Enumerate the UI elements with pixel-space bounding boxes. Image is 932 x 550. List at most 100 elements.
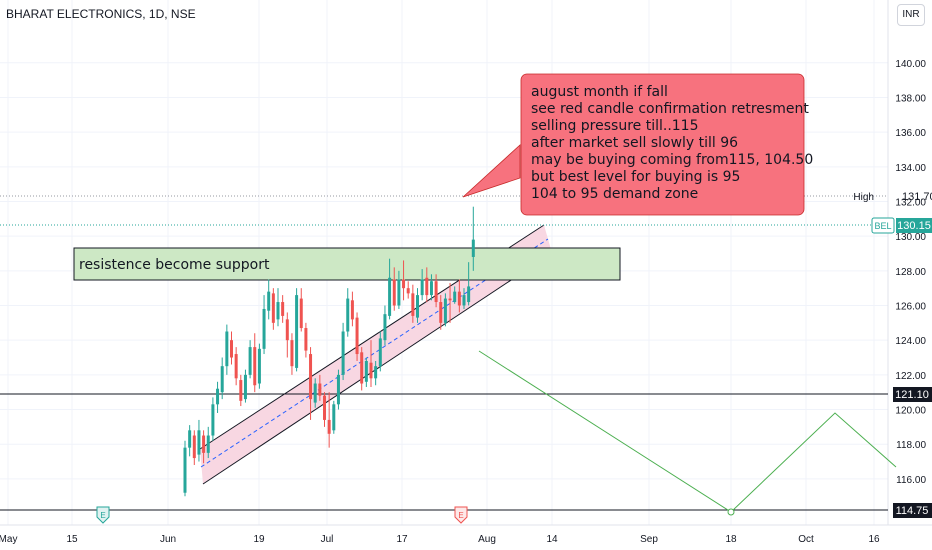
time-axis: May 15 Jun 19 Jul 17 Aug 14 Sep 18 Oct 16: [0, 534, 880, 545]
candle: [239, 374, 243, 407]
candle: [355, 312, 359, 361]
candle: [299, 288, 303, 332]
candle: [448, 282, 452, 323]
level-value-1: 121.10: [895, 389, 929, 401]
candle: [457, 279, 461, 313]
candle: [406, 281, 410, 299]
y-tick-label: 116.00: [896, 475, 926, 486]
candle: [471, 206, 475, 271]
candle: [262, 295, 266, 355]
y-tick-label: 136.00: [895, 128, 926, 139]
candle: [211, 397, 215, 441]
candle: [453, 286, 457, 304]
candle: [411, 284, 415, 323]
x-tick-label: Oct: [798, 534, 814, 545]
candle: [420, 269, 424, 301]
candle: [397, 270, 401, 309]
x-tick-label: Sep: [640, 534, 658, 545]
candle: [183, 440, 187, 497]
y-tick-label: 140.00: [895, 59, 926, 70]
candle: [425, 267, 429, 303]
candle: [281, 295, 285, 323]
candle: [271, 288, 275, 330]
candle: [309, 347, 313, 420]
candle: [360, 347, 364, 391]
candlestick-series: [183, 206, 475, 497]
x-tick-label: 18: [725, 534, 737, 545]
candle: [392, 267, 396, 311]
candle: [206, 426, 210, 459]
candle: [234, 347, 238, 386]
candle: [267, 279, 271, 320]
candle: [304, 322, 308, 358]
candle: [383, 305, 387, 346]
candle: [323, 392, 326, 427]
candle: [462, 288, 466, 309]
x-tick-label: 15: [66, 534, 78, 545]
projection-path: [478, 350, 897, 513]
x-tick-label: Aug: [478, 534, 496, 545]
candle: [350, 291, 354, 327]
svg-text:E: E: [100, 511, 105, 520]
note-line: august month if fall: [531, 84, 668, 100]
note-line: selling pressure till..115: [531, 118, 699, 134]
x-tick-label: May: [0, 534, 17, 545]
y-tick-label: 124.00: [895, 336, 926, 347]
candle: [434, 274, 438, 308]
note-line: but best level for buying is 95: [531, 169, 741, 185]
candle: [332, 400, 336, 434]
candle: [276, 288, 280, 327]
y-tick-label: 120.00: [895, 406, 926, 417]
note-line: may be buying coming from115, 104.50: [531, 152, 814, 168]
candle: [443, 293, 447, 327]
last-price-value: 130.15: [897, 220, 931, 232]
candle: [439, 295, 443, 330]
candle: [216, 381, 220, 413]
note-line: see red candle confirmation retresment: [531, 101, 809, 117]
note-text: august month if fall see red candle conf…: [531, 84, 814, 203]
y-tick-label: 138.00: [895, 93, 926, 104]
x-tick-label: 17: [396, 534, 408, 545]
level-label-114: 114.75: [893, 503, 932, 518]
candle: [188, 425, 192, 457]
candle: [416, 288, 419, 323]
y-tick-label: 126.00: [895, 302, 926, 313]
zone-label: resistence become support: [79, 257, 270, 273]
candle: [341, 322, 345, 381]
candle: [429, 274, 433, 301]
high-price-label: High 131.70: [853, 191, 932, 203]
note-callout-pointer: [462, 144, 521, 198]
note-line: after market sell slowly till 96: [531, 135, 739, 151]
candle: [192, 430, 196, 465]
candle: [225, 324, 229, 375]
y-tick-label: 128.00: [895, 267, 926, 278]
level-value-2: 114.75: [896, 505, 929, 517]
candle: [336, 369, 340, 410]
candle: [248, 340, 252, 379]
high-value: 131.70: [902, 191, 932, 203]
candle: [290, 333, 294, 375]
svg-text:E: E: [458, 511, 463, 520]
x-tick-label: Jun: [160, 534, 176, 545]
resistance-support-zone: [73, 247, 621, 281]
chart-title: BHARAT ELECTRONICS, 1D, NSE: [6, 7, 196, 21]
candle: [369, 340, 373, 387]
x-tick-label: 14: [546, 534, 558, 545]
note-line: 104 to 95 demand zone: [531, 186, 699, 202]
projection-target-marker: [727, 508, 735, 516]
y-tick-label: 118.00: [896, 440, 926, 451]
candle: [364, 357, 368, 387]
earnings-marker-2: E: [454, 506, 468, 524]
candle: [285, 312, 289, 358]
candle: [467, 262, 471, 306]
candle: [220, 357, 224, 400]
candle: [253, 333, 257, 393]
currency-button[interactable]: INR: [897, 4, 925, 26]
x-tick-label: 16: [868, 534, 880, 545]
y-tick-label: 134.00: [895, 163, 926, 174]
candle: [295, 288, 299, 372]
candle: [243, 369, 247, 403]
candle: [197, 419, 201, 462]
x-tick-label: 19: [253, 534, 265, 545]
